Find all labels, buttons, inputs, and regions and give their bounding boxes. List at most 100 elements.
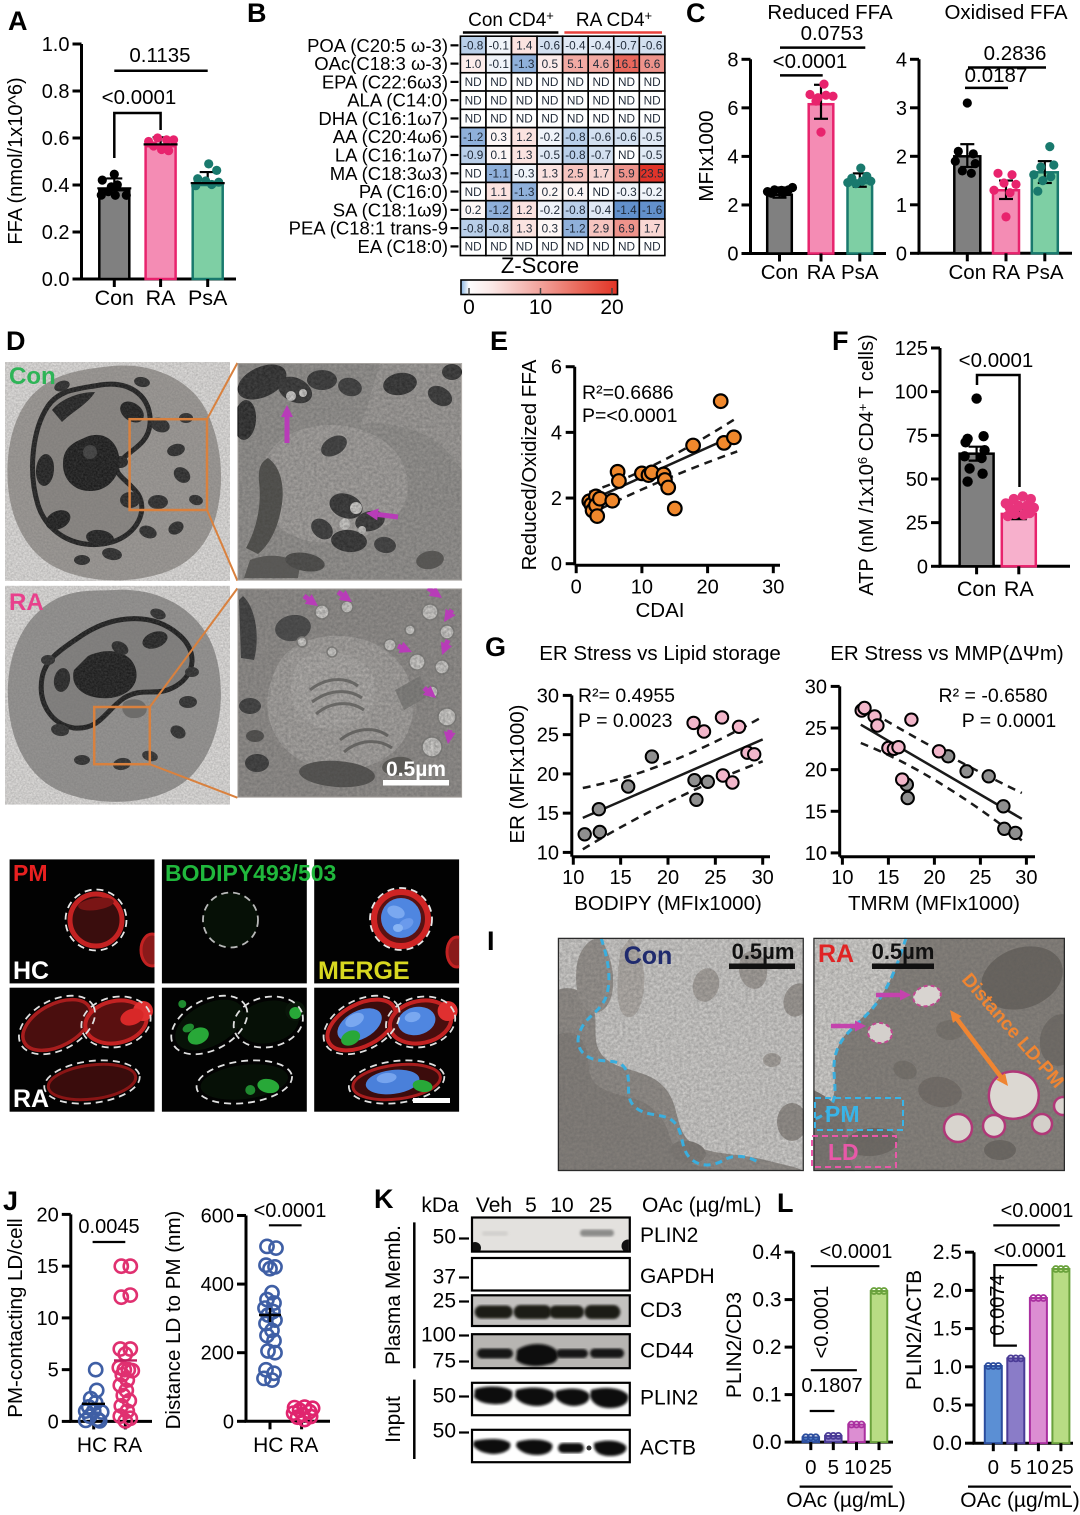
svg-text:BODIPY (MFIx1000): BODIPY (MFIx1000) [574,892,762,915]
svg-text:Con: Con [624,942,673,970]
svg-text:-0.8: -0.8 [565,148,586,162]
svg-text:1.5: 1.5 [933,1318,962,1341]
svg-text:-0.2: -0.2 [642,185,662,199]
svg-text:ACTB: ACTB [640,1437,696,1460]
svg-text:ND: ND [592,75,609,89]
svg-text:TMRM (MFIx1000): TMRM (MFIx1000) [848,892,1020,915]
svg-text:ND: ND [567,93,584,107]
svg-text:OAc (µg/mL): OAc (µg/mL) [786,1489,905,1512]
svg-text:Reduced FFA: Reduced FFA [767,1,893,24]
svg-text:1.7: 1.7 [644,221,660,235]
svg-text:<0.0001: <0.0001 [254,1200,327,1222]
svg-text:30: 30 [752,867,774,889]
svg-text:30: 30 [537,685,559,707]
svg-text:Z-Score: Z-Score [501,253,579,278]
svg-text:2.5: 2.5 [567,167,584,181]
svg-text:23.5: 23.5 [641,167,664,181]
svg-text:-1.1: -1.1 [489,167,509,181]
svg-text:P = 0.0023: P = 0.0023 [578,710,673,732]
svg-text:15: 15 [805,801,827,823]
svg-text:0.3: 0.3 [542,221,559,235]
svg-text:CD3: CD3 [640,1299,682,1322]
svg-text:PM: PM [13,860,48,886]
svg-text:A: A [8,6,28,36]
svg-text:ND: ND [618,75,635,89]
svg-text:0: 0 [896,243,907,265]
svg-text:OAc (µg/mL): OAc (µg/mL) [960,1489,1079,1512]
svg-text:ND: ND [618,148,635,162]
svg-text:RA CD4+: RA CD4+ [576,8,652,31]
svg-text:ALA (C14:0): ALA (C14:0) [347,90,448,111]
svg-text:30: 30 [805,676,827,698]
svg-text:1.0: 1.0 [933,1356,962,1379]
svg-text:Con: Con [957,577,996,601]
svg-text:ND: ND [516,93,533,107]
svg-text:RA: RA [289,1434,318,1457]
svg-text:0.1135: 0.1135 [129,44,190,67]
svg-text:15: 15 [537,803,559,825]
svg-text:10: 10 [631,577,653,599]
svg-text:HC: HC [77,1434,107,1457]
svg-text:0: 0 [917,556,928,578]
svg-text:4: 4 [896,49,907,71]
svg-text:8: 8 [727,49,738,71]
svg-text:RA: RA [992,261,1021,284]
svg-text:ND: ND [618,93,635,107]
svg-text:16.1: 16.1 [615,57,638,71]
svg-text:P=<0.0001: P=<0.0001 [582,405,677,427]
svg-text:P = 0.0001: P = 0.0001 [962,710,1057,732]
svg-text:ND: ND [465,93,482,107]
svg-text:-1.3: -1.3 [514,185,535,199]
svg-text:125: 125 [895,338,928,360]
svg-text:POA (C20:5 ω-3): POA (C20:5 ω-3) [307,35,448,56]
svg-text:5.1: 5.1 [567,57,583,71]
svg-text:0.2836: 0.2836 [984,42,1047,65]
svg-text:-0.8: -0.8 [489,221,510,235]
svg-text:10: 10 [529,296,552,319]
svg-text:0.5µm: 0.5µm [732,939,795,964]
svg-text:BODIPY493/503: BODIPY493/503 [165,860,336,886]
svg-text:0.0: 0.0 [933,1432,962,1455]
svg-text:4.6: 4.6 [593,57,610,71]
svg-text:PLIN2: PLIN2 [640,1224,698,1247]
svg-text:R²=0.6686: R²=0.6686 [582,382,674,404]
svg-text:1.7: 1.7 [593,167,609,181]
svg-text:2: 2 [896,146,907,168]
svg-text:0.3: 0.3 [752,1289,781,1312]
svg-text:-0.5: -0.5 [540,148,561,162]
svg-text:Oxidised FFA: Oxidised FFA [944,1,1067,24]
svg-text:-0.5: -0.5 [642,148,663,162]
svg-text:0: 0 [988,1456,999,1479]
svg-text:FFA (nmol/1x10^6): FFA (nmol/1x10^6) [5,77,27,244]
svg-text:1.0: 1.0 [465,57,482,71]
svg-text:MFIx1000: MFIx1000 [695,110,718,201]
svg-text:1.1: 1.1 [491,185,507,199]
svg-text:ND: ND [516,112,533,126]
svg-text:ND: ND [490,93,507,107]
svg-text:25: 25 [805,718,827,740]
svg-text:50: 50 [433,1420,456,1443]
svg-text:0.5: 0.5 [542,57,559,71]
svg-text:-0.2: -0.2 [540,203,560,217]
svg-text:15: 15 [877,867,899,889]
svg-text:I: I [487,926,495,956]
svg-text:100: 100 [421,1324,456,1347]
svg-text:Con: Con [95,286,134,310]
svg-text:<0.0001: <0.0001 [820,1241,893,1263]
svg-text:ND: ND [644,112,661,126]
svg-text:PM-contacting LD/cell: PM-contacting LD/cell [4,1218,27,1417]
svg-text:PsA: PsA [188,286,228,310]
svg-text:30: 30 [1015,867,1037,889]
svg-text:C: C [686,0,706,28]
svg-text:-1.3: -1.3 [514,57,535,71]
svg-text:Con: Con [761,261,799,284]
svg-text:200: 200 [201,1343,234,1365]
svg-text:ND: ND [567,240,584,254]
svg-text:F: F [832,326,849,356]
svg-text:2.9: 2.9 [593,221,609,235]
svg-text:-0.1: -0.1 [489,57,509,71]
svg-text:-0.5: -0.5 [642,130,663,144]
svg-text:<0.0001: <0.0001 [959,349,1034,372]
svg-text:25: 25 [433,1290,456,1313]
svg-text:ND: ND [567,75,584,89]
